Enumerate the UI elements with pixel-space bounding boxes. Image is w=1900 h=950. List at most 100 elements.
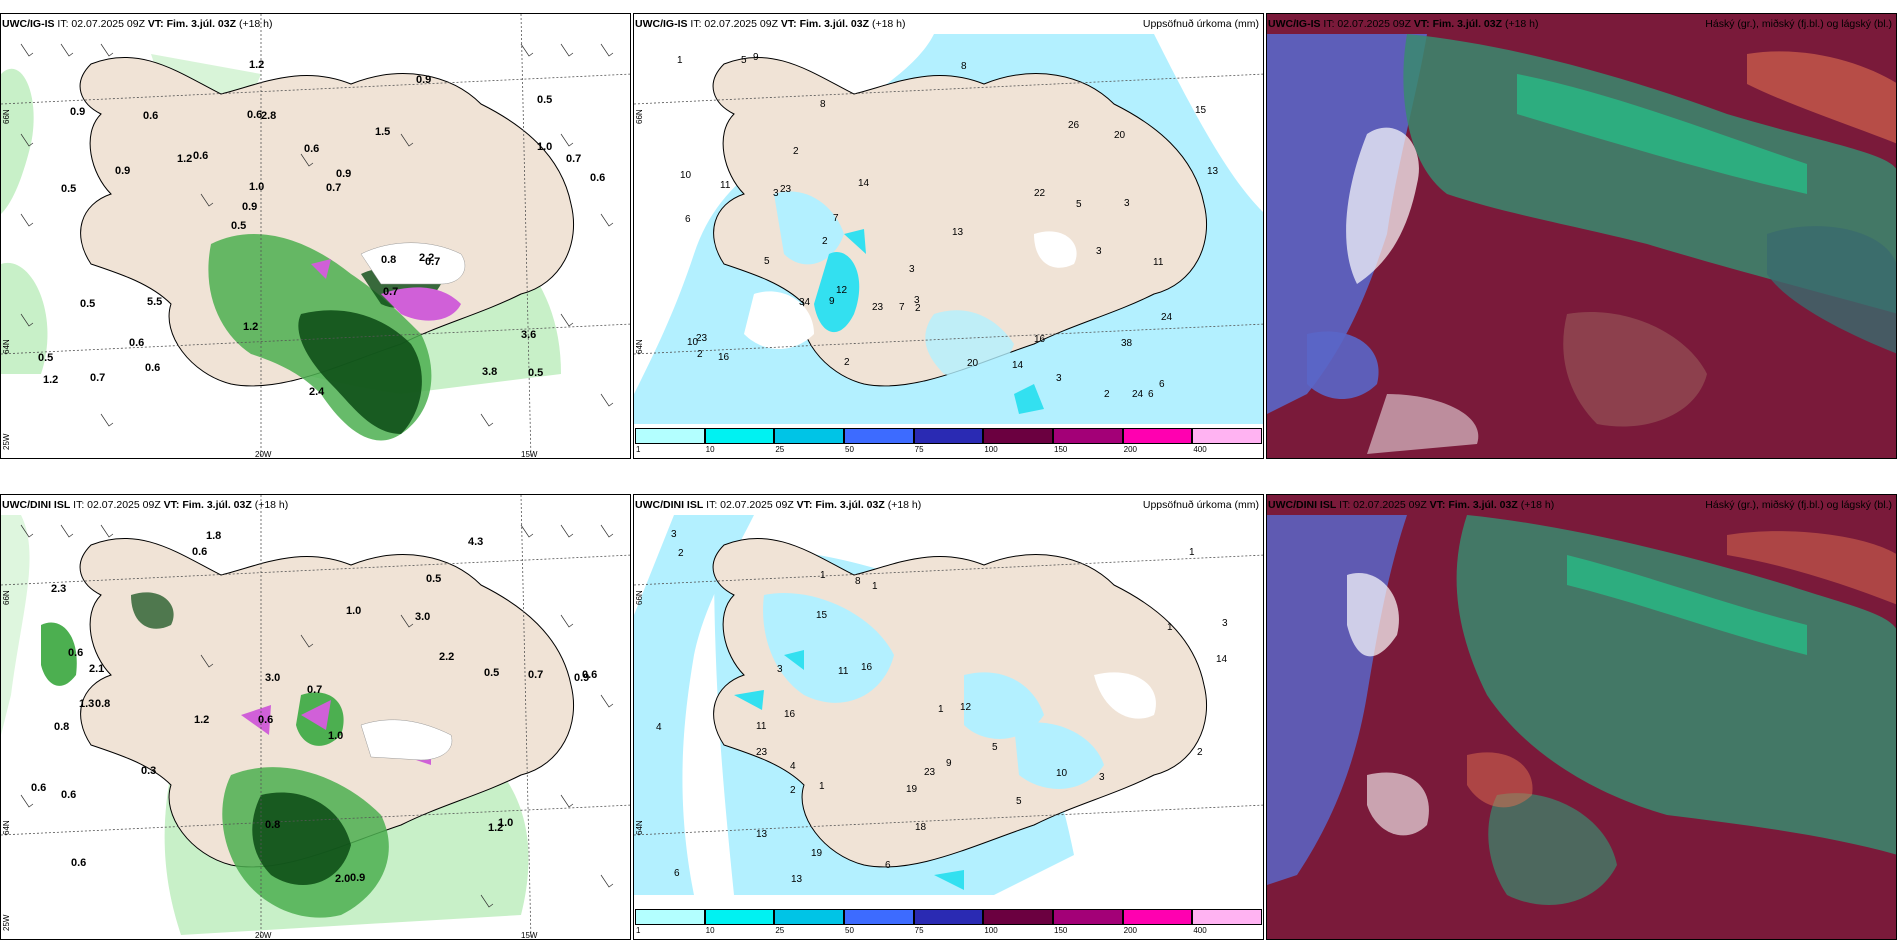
value-label: 19 [811,848,823,859]
value-label: 0.9 [115,165,130,177]
value-label: 0.7 [566,153,581,165]
value-label: 16 [718,352,730,363]
value-label: 3 [1222,618,1228,629]
value-label: 1.3 [79,698,94,710]
value-label: 1.2 [177,153,192,165]
legend-label: 75 [914,445,924,454]
panel-header: UWC/DINI ISL IT: 02.07.2025 09Z VT: Fim.… [1268,499,1555,511]
value-label: 0.6 [31,782,46,794]
value-label: 14 [1216,654,1228,665]
legend-swatch [983,909,1053,925]
value-label: 2.3 [51,583,66,595]
value-label: 0.7 [425,256,440,268]
value-label: 2.8 [261,110,276,122]
value-label: 13 [952,227,964,238]
lat-label-64: 64N [635,820,644,835]
value-label: 24 [1161,312,1173,323]
value-label: 7 [833,213,839,224]
value-label: 6 [685,214,691,225]
legend-label: 10 [705,445,715,454]
value-label: 0.9 [416,74,431,86]
value-label: 1.0 [346,605,361,617]
value-label: 5 [764,256,770,267]
panel-bottom-middle-precip: 2 3 4 1 3 5 1 1 6 10 2 12 13 23 23 11 19 13 15 16 14 18 19 16 11… [633,494,1264,940]
value-label: 0.9 [336,168,351,180]
value-label: 22 [1034,188,1046,199]
panel-header: UWC/IG-IS IT: 02.07.2025 09Z VT: Fim. 3.… [635,18,906,30]
value-label: 0.5 [80,298,95,310]
value-label: 4 [790,761,796,772]
value-label: 6 [1148,389,1154,400]
value-label: 1.5 [375,126,390,138]
value-label: 5 [1016,796,1022,807]
legend-swatch [913,909,984,925]
legend-swatch [774,909,844,925]
lat-label-66: 66N [635,590,644,605]
value-label: 12 [836,285,848,296]
value-label: 11 [1153,257,1164,268]
value-label: 0.6 [129,337,144,349]
legend-swatch [1053,428,1123,444]
value-label: 3 [1096,246,1102,257]
value-label: 1 [1167,622,1173,633]
value-label: 0.6 [61,789,76,801]
value-label: 5 [1076,199,1082,210]
value-label: 0.6 [145,362,160,374]
value-label: 10 [687,337,699,348]
lon-label-20w: 20W [255,931,272,940]
value-label: 0.6 [71,857,86,869]
value-label: 8 [855,576,861,587]
value-label: 3 [773,188,779,199]
value-label: 11 [838,666,849,677]
value-label: 0.6 [143,110,158,122]
legend-label: 400 [1193,445,1207,454]
value-label: 9 [946,758,952,769]
precip-legend: 1 10 25 50 75 100 150 200 400 [635,909,1262,937]
value-label: 24 [1132,389,1144,400]
value-label: 1 [820,570,826,581]
legend-swatch [1192,909,1262,925]
value-label: 1 [677,55,683,66]
value-label: 3 [909,264,915,275]
legend-swatch [1192,428,1262,444]
value-label: 13 [756,829,768,840]
value-label: 20 [967,358,979,369]
value-label: 0.7 [307,684,322,696]
legend-swatch [913,428,984,444]
value-label: 0.8 [265,819,280,831]
panel-title-right: Uppsöfnuð úrkoma (mm) [1142,18,1259,30]
value-label: 16 [1034,334,1046,345]
legend-swatch [635,909,705,925]
value-label: 5.5 [147,296,162,308]
legend-swatch [844,428,914,444]
value-label: 20 [1114,130,1126,141]
value-label: 0.6 [590,172,605,184]
value-label: 2 [915,303,921,314]
value-label: 0.9 [70,106,85,118]
value-label: 15 [1195,105,1207,116]
value-label: 1 [1189,547,1195,558]
panel-top-left-wind-precip: 0.5 0.5 0.5 0.5 1.5 0.7 0.6 0.6 0.5 0.6 0.5 0.6 2.8 0… [0,13,631,459]
lat-label-66: 66N [635,109,644,124]
value-label: 0.7 [528,669,543,681]
value-label: 2 [790,785,796,796]
value-label: 1 [938,704,944,715]
value-label: 2.0 [335,873,350,885]
lat-label-25w: 25W [2,433,11,450]
legend-swatch [1122,428,1193,444]
legend-label: 200 [1123,445,1138,454]
legend-label: 1 [636,926,641,935]
value-label: 5 [992,742,998,753]
lon-label-15w: 15W [521,450,538,459]
legend-label: 150 [1054,445,1068,454]
value-label: 1.0 [249,181,264,193]
value-label: 3.6 [521,329,536,341]
value-label: 0.8 [95,698,110,710]
legend-label: 100 [984,926,998,935]
value-label: 10 [1056,768,1068,779]
legend-swatch [635,428,705,444]
value-label: 18 [915,822,927,833]
value-label: 0.9 [574,672,589,684]
panel-header: UWC/IG-IS IT: 02.07.2025 09Z VT: Fim. 3.… [2,18,273,30]
lat-label-64: 64N [2,820,11,835]
